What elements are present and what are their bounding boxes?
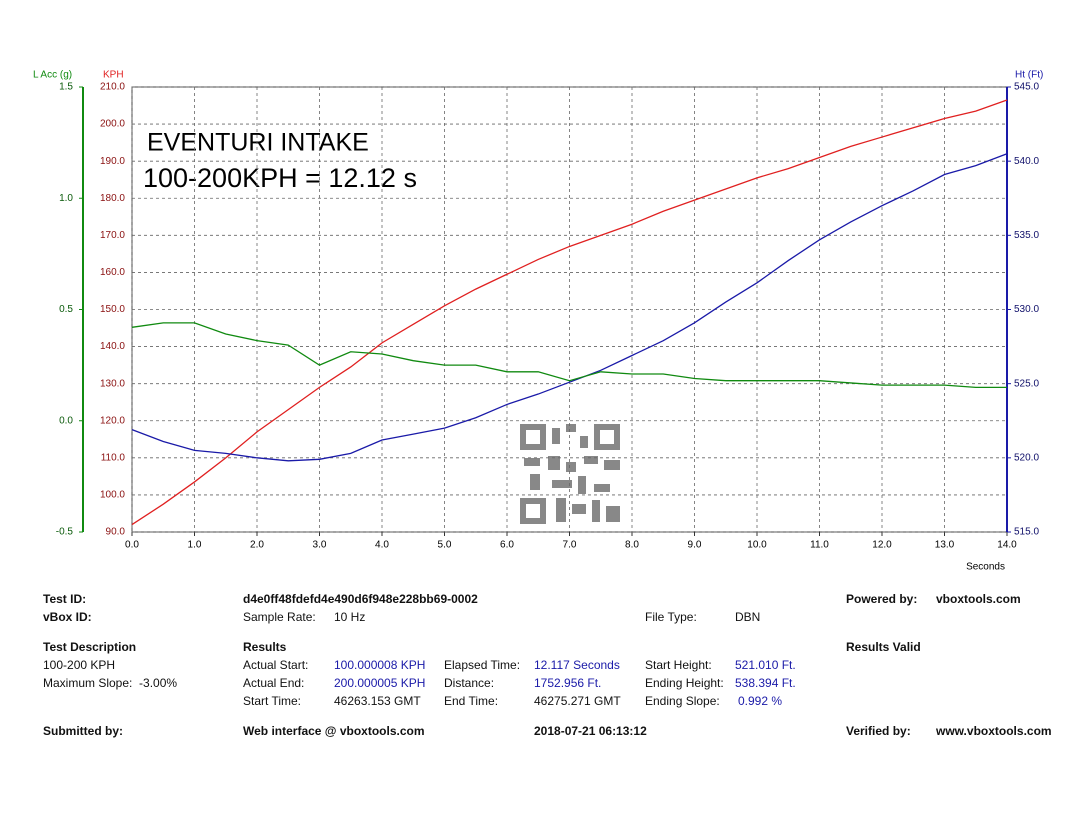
label: Powered by: (846, 592, 918, 606)
y-tick-label: 150.0 (100, 304, 125, 315)
series-line (131, 153, 1008, 462)
y3-tick-label: 1.0 (59, 193, 73, 204)
x-tick-label: 1.0 (188, 540, 202, 551)
label: End Time: (444, 694, 499, 708)
label: Start Height: (645, 658, 712, 672)
label: Verified by: (846, 724, 911, 738)
y3-tick-label: 0.5 (59, 304, 73, 315)
x-tick-label: 6.0 (500, 540, 514, 551)
x-tick-label: 14.0 (997, 540, 1017, 551)
label: Distance: (444, 676, 495, 690)
x-tick-label: 13.0 (935, 540, 955, 551)
value: Maximum Slope: -3.00% (43, 676, 178, 690)
value: 10 Hz (334, 610, 366, 624)
y-tick-label: 210.0 (100, 82, 125, 93)
y3-tick-label: -0.5 (56, 527, 74, 538)
value: 46263.153 GMT (334, 694, 421, 708)
value: www.vboxtools.com (936, 724, 1052, 738)
x-tick-label: 3.0 (313, 540, 327, 551)
value: 12.117 Seconds (534, 658, 620, 672)
value: vboxtools.com (936, 592, 1021, 606)
x-tick-label: 5.0 (438, 540, 452, 551)
chart: EVENTURI INTAKE 100-200KPH = 12.12 s Sec… (33, 70, 1043, 573)
y2-tick-label: 545.0 (1014, 82, 1039, 93)
heading: Test Description (43, 640, 137, 654)
x-tick-label: 0.0 (125, 540, 139, 551)
y2-tick-label: 520.0 (1014, 452, 1039, 463)
label: vBox ID: (43, 610, 92, 624)
y2-tick-label: 540.0 (1014, 156, 1039, 167)
y2-axis-label: Ht (Ft) (1015, 70, 1043, 81)
value: 0.992 % (738, 694, 783, 708)
y3-axis-label: L Acc (g) (33, 70, 72, 81)
heading: Results (243, 640, 287, 654)
y-tick-label: 110.0 (101, 452, 126, 463)
value: 1752.956 Ft. (534, 676, 602, 690)
qr-code (520, 424, 620, 524)
label: Elapsed Time: (444, 658, 521, 672)
label: Start Time: (243, 694, 302, 708)
x-tick-label: 12.0 (872, 540, 892, 551)
x-tick-label: 8.0 (625, 540, 639, 551)
y-tick-label: 190.0 (100, 156, 125, 167)
y3-tick-label: 1.5 (59, 82, 73, 93)
value: 200.000005 KPH (334, 676, 426, 690)
heading: Results Valid (846, 640, 921, 654)
annotation: 100-200KPH = 12.12 s (143, 163, 417, 193)
x-axis-label: Seconds (966, 562, 1005, 573)
label: Actual End: (243, 676, 305, 690)
label: Ending Height: (645, 676, 724, 690)
x-tick-label: 11.0 (810, 540, 829, 551)
x-tick-label: 7.0 (563, 540, 577, 551)
label: Actual Start: (243, 658, 309, 672)
annotation: EVENTURI INTAKE (147, 129, 369, 157)
y-tick-label: 120.0 (100, 415, 125, 426)
value: DBN (735, 610, 761, 624)
label: Test ID: (43, 592, 87, 606)
value: 46275.271 GMT (534, 694, 621, 708)
y-tick-label: 180.0 (100, 193, 125, 204)
y-tick-label: 200.0 (100, 119, 125, 130)
y-tick-label: 130.0 (100, 378, 125, 389)
value: 538.394 Ft. (735, 676, 796, 690)
y-axis-label: KPH (103, 70, 124, 81)
value: 100-200 KPH (43, 658, 116, 672)
x-tick-label: 4.0 (375, 540, 389, 551)
series-line (131, 99, 1008, 526)
x-tick-label: 10.0 (747, 540, 767, 551)
value: 2018-07-21 06:13:12 (534, 724, 647, 738)
x-tick-label: 2.0 (250, 540, 264, 551)
x-tick-label: 9.0 (688, 540, 702, 551)
y-tick-label: 100.0 (100, 490, 125, 501)
value: 100.000008 KPH (334, 658, 426, 672)
series-line (131, 322, 1007, 389)
y-tick-label: 90.0 (106, 527, 126, 538)
value: d4e0ff48fdefd4e490d6f948e228bb69-0002 (243, 592, 478, 606)
y3-tick-label: 0.0 (59, 415, 73, 426)
y-tick-label: 140.0 (100, 341, 125, 352)
y2-tick-label: 525.0 (1014, 378, 1039, 389)
label: Sample Rate: (243, 610, 316, 624)
y2-tick-label: 535.0 (1014, 230, 1039, 241)
y-tick-label: 160.0 (100, 267, 125, 278)
label: File Type: (645, 610, 697, 624)
value: Web interface @ vboxtools.com (243, 724, 425, 738)
value: 521.010 Ft. (735, 658, 796, 672)
y2-tick-label: 515.0 (1014, 527, 1039, 538)
y-tick-label: 170.0 (100, 230, 125, 241)
y2-tick-label: 530.0 (1014, 304, 1039, 315)
label: Ending Slope: (645, 694, 720, 708)
label: Submitted by: (43, 724, 123, 738)
